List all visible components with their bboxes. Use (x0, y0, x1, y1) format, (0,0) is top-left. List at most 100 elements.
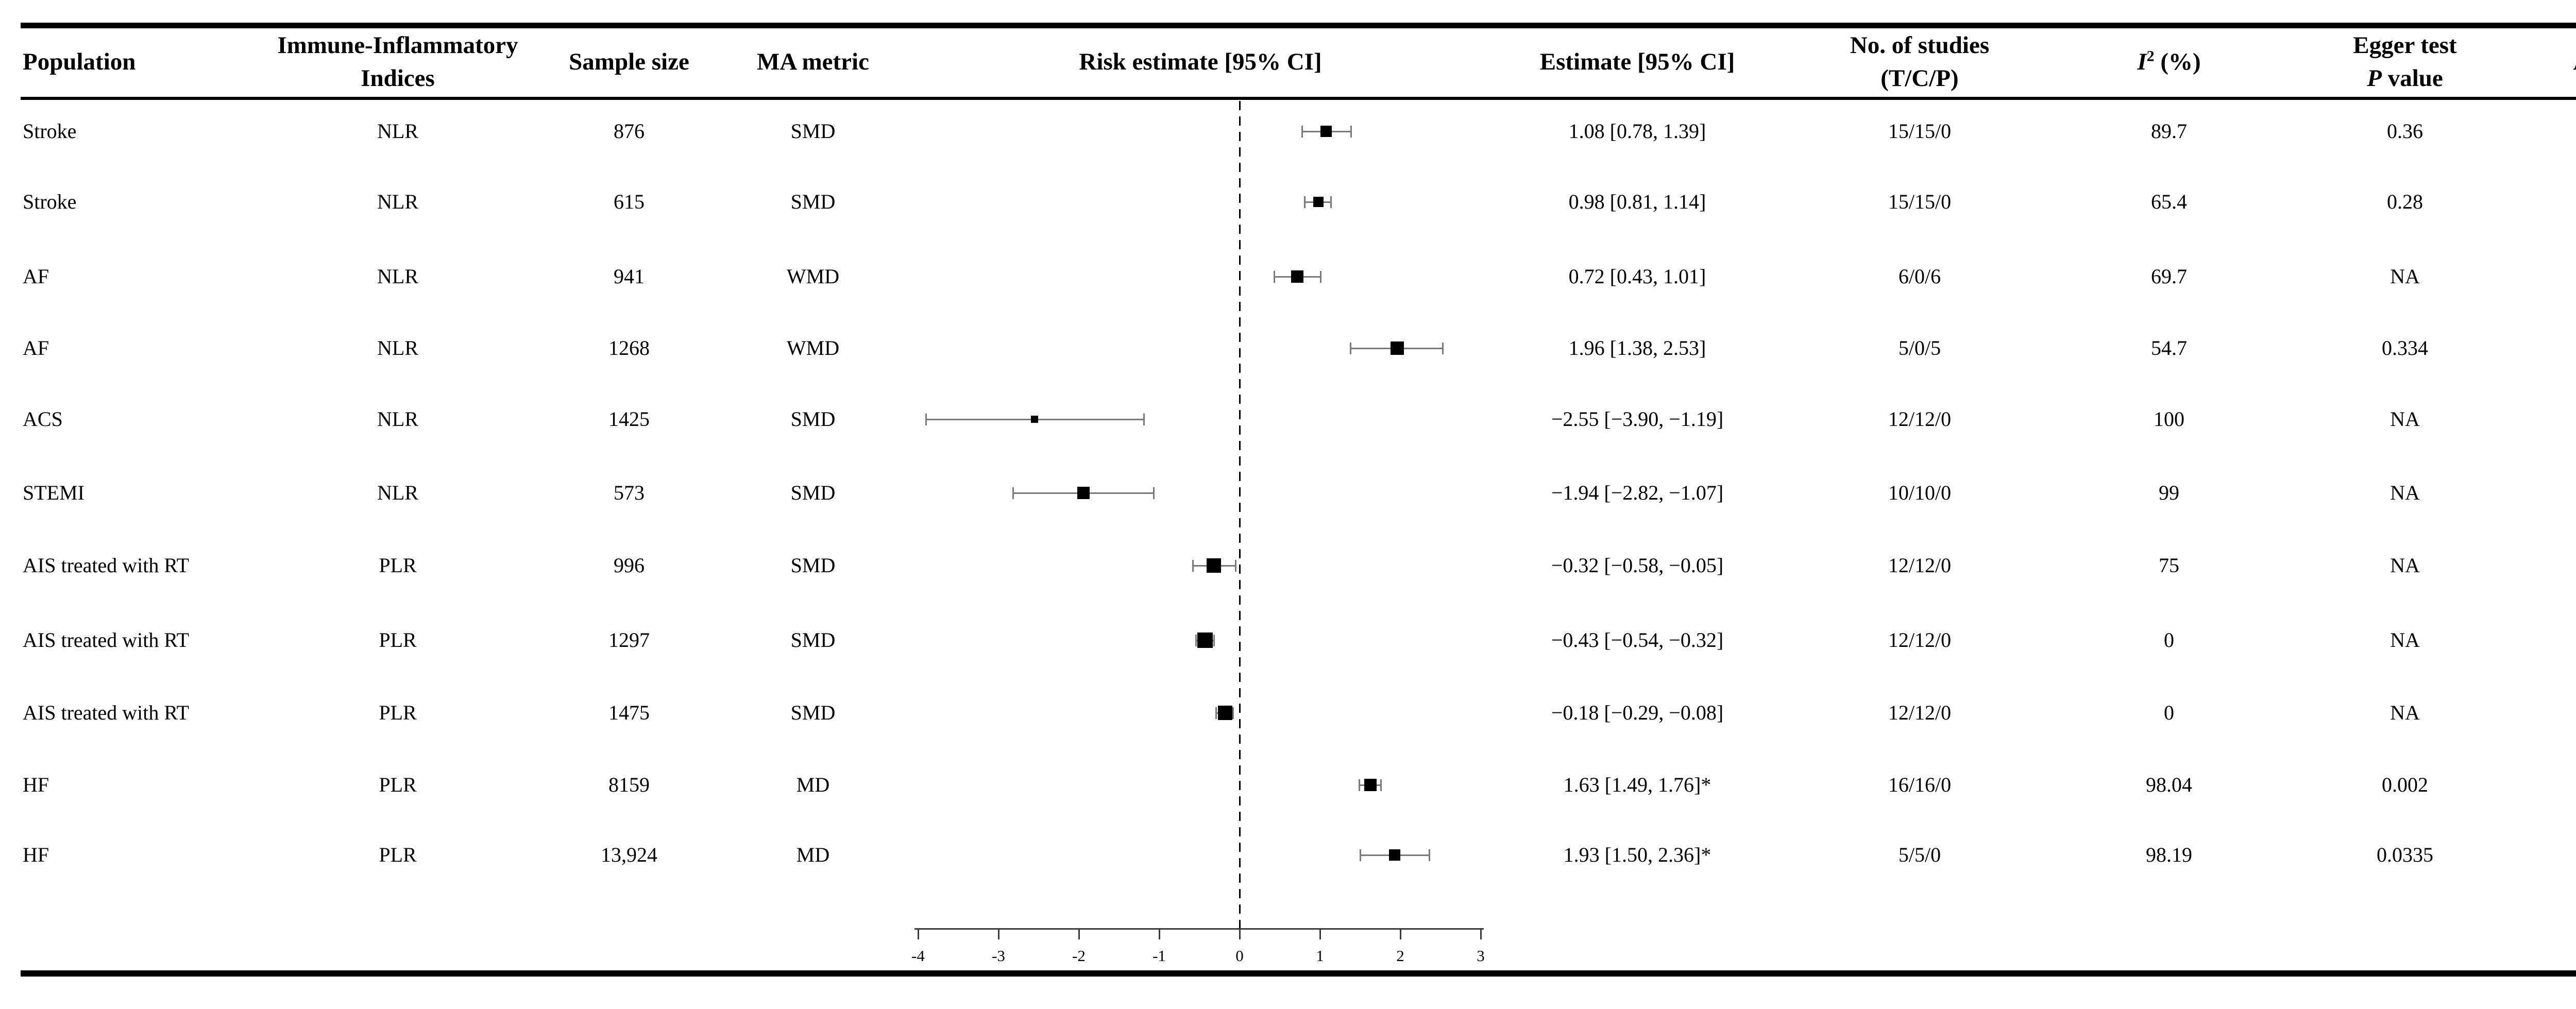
cell-estimate-ci: 1.96 [1.38, 2.53] (1568, 336, 1706, 360)
column-header-estimate: Estimate [95% CI] (1540, 29, 1735, 95)
cell-sample-size: 941 (614, 265, 645, 288)
ci-cap-right (1213, 634, 1215, 646)
cell-i-squared: 98.19 (2146, 843, 2192, 866)
ci-cap-right (1232, 707, 1234, 719)
cell-no-of-studies: 12/12/0 (1888, 554, 1952, 577)
axis-tick (918, 928, 919, 939)
cell-ma-metric: WMD (786, 336, 840, 360)
ci-cap-left (1359, 849, 1361, 861)
ci-cap-right (1442, 342, 1444, 354)
forest-marker (1313, 197, 1324, 207)
cell-no-of-studies: 12/12/0 (1888, 628, 1952, 652)
cell-immune-inflammatory-index: NLR (377, 481, 418, 504)
cell-i-squared: 75 (2159, 554, 2179, 577)
forest-marker (1197, 632, 1213, 648)
cell-i-squared: 0 (2164, 701, 2174, 724)
ci-cap-left (1273, 270, 1275, 283)
cell-estimate-ci: −2.55 [−3.90, −1.19] (1551, 407, 1724, 431)
cell-i-squared: 98.04 (2146, 773, 2192, 796)
axis-tick (1319, 928, 1321, 939)
ci-cap-right (1153, 487, 1155, 499)
ci-cap-right (1428, 849, 1430, 861)
cell-egger-p-value: 0.0335 (2377, 843, 2433, 866)
cell-estimate-ci: 0.98 [0.81, 1.14] (1568, 190, 1706, 213)
column-header-egger-test-line2: P value (2367, 65, 2443, 92)
ci-cap-right (1143, 413, 1145, 425)
cell-no-of-studies: 6/0/6 (1898, 265, 1941, 288)
cell-population: AF (23, 265, 49, 288)
cell-egger-p-value: 0.334 (2382, 336, 2428, 360)
axis-tick (1480, 928, 1482, 939)
column-header-estimate-label: Estimate [95% CI] (1539, 48, 1735, 75)
cell-sample-size: 876 (614, 119, 645, 143)
forest-marker (1390, 341, 1404, 355)
cell-i-squared: 100 (2154, 407, 2184, 431)
cell-ma-metric: SMD (790, 190, 836, 213)
ci-cap-left (1195, 634, 1197, 646)
forest-marker (1389, 849, 1401, 861)
cell-population: HF (23, 843, 49, 866)
ci-cap-left (925, 413, 927, 425)
cell-egger-p-value: 0.28 (2387, 190, 2423, 213)
cell-estimate-ci: −1.94 [−2.82, −1.07] (1551, 481, 1724, 504)
column-header-indices-line1: Immune-Inflammatory (277, 32, 518, 59)
bottom-rule (21, 970, 2576, 977)
cell-population: Stroke (23, 190, 77, 213)
cell-population: HF (23, 773, 49, 796)
cell-immune-inflammatory-index: PLR (379, 701, 417, 724)
cell-sample-size: 13,924 (601, 843, 657, 866)
cell-egger-p-value: NA (2390, 265, 2420, 288)
forest-marker (1207, 558, 1222, 573)
cell-estimate-ci: −0.32 [−0.58, −0.05] (1551, 554, 1724, 577)
ci-cap-right (1350, 125, 1352, 138)
ci-cap-right (1330, 196, 1332, 208)
axis-tick-label: -4 (911, 947, 925, 965)
column-header-sample-size-label: Sample size (569, 48, 689, 75)
cell-ma-metric: WMD (786, 265, 840, 288)
cell-i-squared: 89.7 (2151, 119, 2187, 143)
header-rule (21, 97, 2576, 100)
ci-cap-right (1320, 270, 1322, 283)
column-header-egger-test-line1: Egger test (2353, 32, 2457, 59)
cell-i-squared: 65.4 (2151, 190, 2187, 213)
cell-estimate-ci: 1.08 [0.78, 1.39] (1568, 119, 1706, 143)
axis-tick (1159, 928, 1160, 939)
cell-egger-p-value: NA (2390, 701, 2420, 724)
column-header-egger-test: Egger test P value (2353, 29, 2456, 95)
cell-ma-metric: SMD (790, 628, 836, 652)
x-axis (914, 928, 1484, 930)
cell-ma-metric: MD (796, 843, 830, 866)
cell-immune-inflammatory-index: NLR (377, 190, 418, 213)
cell-estimate-ci: 0.72 [0.43, 1.01] (1568, 265, 1706, 288)
cell-population: AF (23, 336, 49, 360)
ci-cap-left (1215, 707, 1217, 719)
cell-ma-metric: SMD (790, 554, 836, 577)
axis-tick-label: -2 (1072, 947, 1086, 965)
ci-cap-left (1301, 125, 1303, 138)
forest-marker (1217, 706, 1232, 720)
cell-estimate-ci: 1.63 [1.49, 1.76]* (1563, 773, 1711, 796)
ci-cap-left (1012, 487, 1014, 499)
column-header-i-squared-label: I2 (%) (2137, 47, 2201, 75)
cell-sample-size: 1268 (608, 336, 650, 360)
cell-estimate-ci: −0.43 [−0.54, −0.32] (1551, 628, 1724, 652)
cell-ma-metric: SMD (790, 481, 836, 504)
cell-no-of-studies: 12/12/0 (1888, 407, 1952, 431)
axis-tick-label: -1 (1153, 947, 1166, 965)
cell-no-of-studies: 12/12/0 (1888, 701, 1952, 724)
axis-tick (998, 928, 999, 939)
cell-population: Stroke (23, 119, 77, 143)
cell-egger-p-value: NA (2390, 554, 2420, 577)
column-header-ma-metric-label: MA metric (757, 48, 869, 75)
cell-immune-inflammatory-index: PLR (379, 554, 417, 577)
cell-estimate-ci: −0.18 [−0.29, −0.08] (1551, 701, 1724, 724)
column-header-population: Population (23, 29, 135, 95)
cell-no-of-studies: 5/5/0 (1898, 843, 1941, 866)
ci-cap-left (1303, 196, 1306, 208)
cell-sample-size: 573 (614, 481, 645, 504)
forest-marker (1077, 487, 1090, 499)
axis-tick (1078, 928, 1080, 939)
cell-population: AIS treated with RT (23, 628, 190, 652)
cell-egger-p-value: 0.36 (2387, 119, 2423, 143)
